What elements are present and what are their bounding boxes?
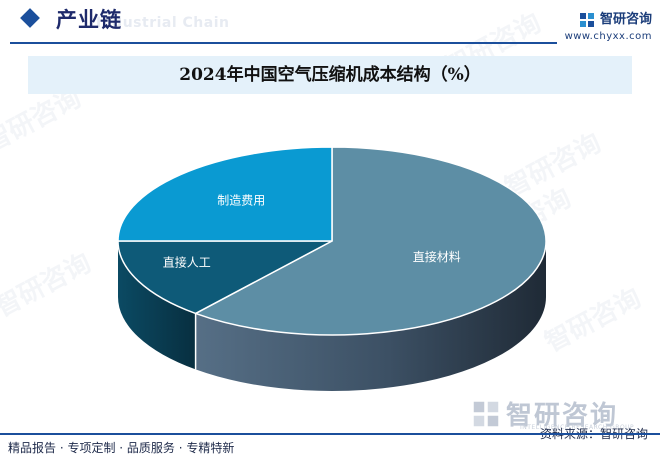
brand-logo-icon	[579, 13, 594, 27]
pie-slice	[117, 240, 333, 315]
section-header: Industrial Chain 产业链 智研咨询 www.chyxx.com	[0, 0, 660, 44]
brand-url: www.chyxx.com	[564, 31, 652, 42]
chart-title: 2024年中国空气压缩机成本结构（%）	[179, 65, 481, 85]
footer-slogan: 精品报告 · 专项定制 · 品质服务 · 专精特新	[8, 441, 235, 455]
pie-slice-label: 直接材料	[413, 249, 461, 264]
pie-slice-label: 直接人工	[163, 255, 211, 270]
brand-block: 智研咨询 www.chyxx.com	[565, 12, 652, 42]
brand-watermark-text: 智研咨询	[506, 401, 619, 431]
section-title-en: Industrial Chain	[96, 15, 230, 31]
pie-slice-side	[118, 241, 196, 370]
pie-slice	[117, 146, 333, 242]
footer-divider	[0, 433, 660, 435]
pie-slice-label: 制造费用	[217, 194, 265, 208]
brand-name: 智研咨询	[599, 12, 652, 27]
pie-slice-side	[195, 241, 547, 391]
header-divider	[10, 42, 557, 44]
chart-title-band: 2024年中国空气压缩机成本结构（%）	[28, 56, 632, 94]
brand-watermark-icon	[473, 401, 499, 426]
section-title: 产业链	[56, 8, 122, 32]
brand-watermark: 智研咨询	[472, 395, 618, 432]
brand-watermark-subtext: INTELLIGENCE RESEARCH GROUP	[520, 424, 635, 431]
pie-slice	[194, 146, 547, 336]
